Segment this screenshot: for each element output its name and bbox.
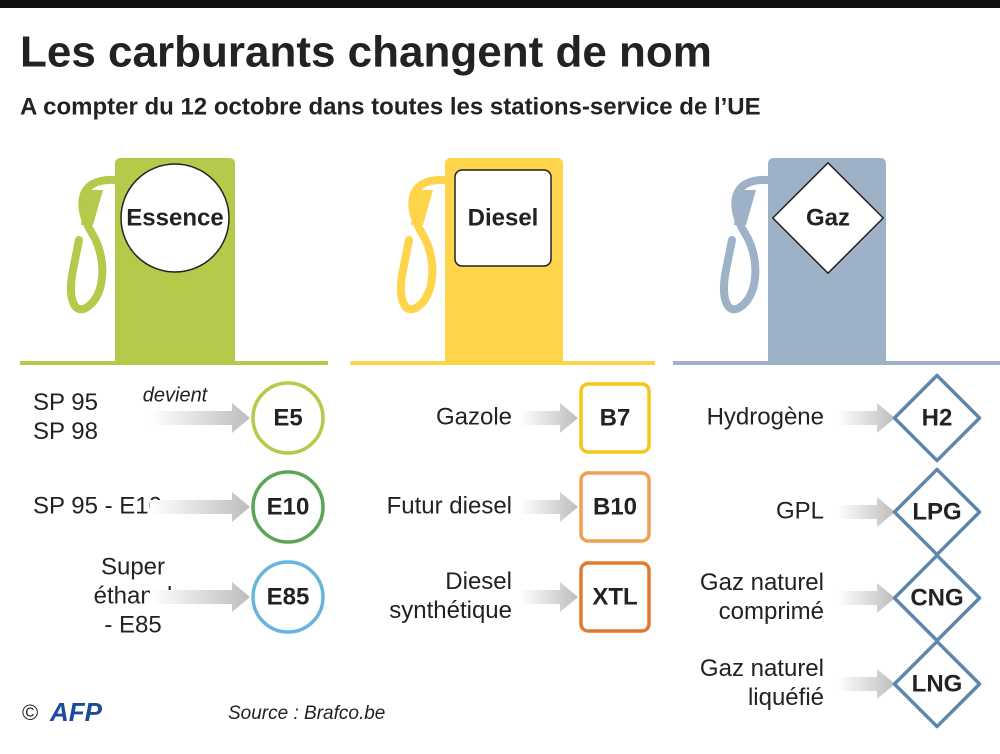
source: Source : Brafco.be (228, 703, 385, 724)
pump-hose (397, 175, 449, 314)
new-name: XTL (592, 583, 637, 610)
new-name: E10 (267, 493, 310, 520)
new-name: E85 (267, 583, 310, 610)
new-name: H2 (922, 404, 953, 431)
old-name: GPL (776, 497, 824, 524)
new-name: B7 (600, 404, 631, 431)
copyright: © (22, 700, 38, 725)
old-name: Gaz naturel (700, 569, 824, 596)
pump-nozzle (734, 190, 756, 225)
arrow (838, 403, 895, 433)
new-name: B10 (593, 493, 637, 520)
old-name: Gaz naturel (700, 655, 824, 682)
fuel-label-shape (454, 169, 552, 267)
new-name-badge (251, 470, 325, 544)
pump-hose (67, 175, 119, 314)
old-name: SP 95 (33, 389, 98, 416)
subtitle: A compter du 12 octobre dans toutes les … (20, 93, 761, 120)
old-name: Gazole (436, 403, 512, 430)
old-name: comprimé (719, 598, 824, 625)
old-name: Diesel (445, 568, 512, 595)
arrow (150, 492, 250, 522)
fuel-label: Essence (126, 204, 223, 231)
old-name: Futur diesel (387, 492, 512, 519)
top-bar (0, 0, 1000, 8)
new-name-badge (579, 471, 651, 543)
logo: AFP (49, 697, 103, 727)
new-name-badge (579, 382, 651, 454)
annotation: devient (143, 384, 209, 406)
new-name: LNG (912, 670, 963, 697)
fuel-label-shape (772, 162, 884, 274)
old-name: SP 98 (33, 418, 98, 445)
arrow (838, 669, 895, 699)
new-name-badge (892, 639, 982, 729)
old-name: - E85 (104, 611, 161, 638)
fuel-label: Gaz (806, 204, 850, 231)
arrow (838, 497, 895, 527)
arrow (520, 403, 578, 433)
new-name-badge (892, 373, 982, 463)
old-name: Hydrogène (707, 403, 824, 430)
new-name: CNG (910, 584, 963, 611)
arrow (150, 403, 250, 433)
old-name: SP 95 - E10 (33, 492, 162, 519)
new-name-badge (579, 561, 651, 633)
old-name: synthétique (389, 597, 512, 624)
pump-hose (720, 175, 772, 314)
fuel-label: Diesel (468, 204, 539, 231)
arrow (520, 582, 578, 612)
pump-nozzle (411, 190, 433, 225)
new-name: LPG (912, 498, 961, 525)
old-name: liquéfié (748, 684, 824, 711)
new-name-badge (251, 560, 325, 634)
arrow (838, 583, 895, 613)
pump-nozzle (81, 190, 103, 225)
fuel-label-shape (120, 163, 230, 273)
title: Les carburants changent de nom (20, 28, 712, 77)
arrow (150, 582, 250, 612)
new-name-badge (251, 381, 325, 455)
arrow (520, 492, 578, 522)
old-name: Super (101, 553, 165, 580)
new-name: E5 (273, 404, 302, 431)
